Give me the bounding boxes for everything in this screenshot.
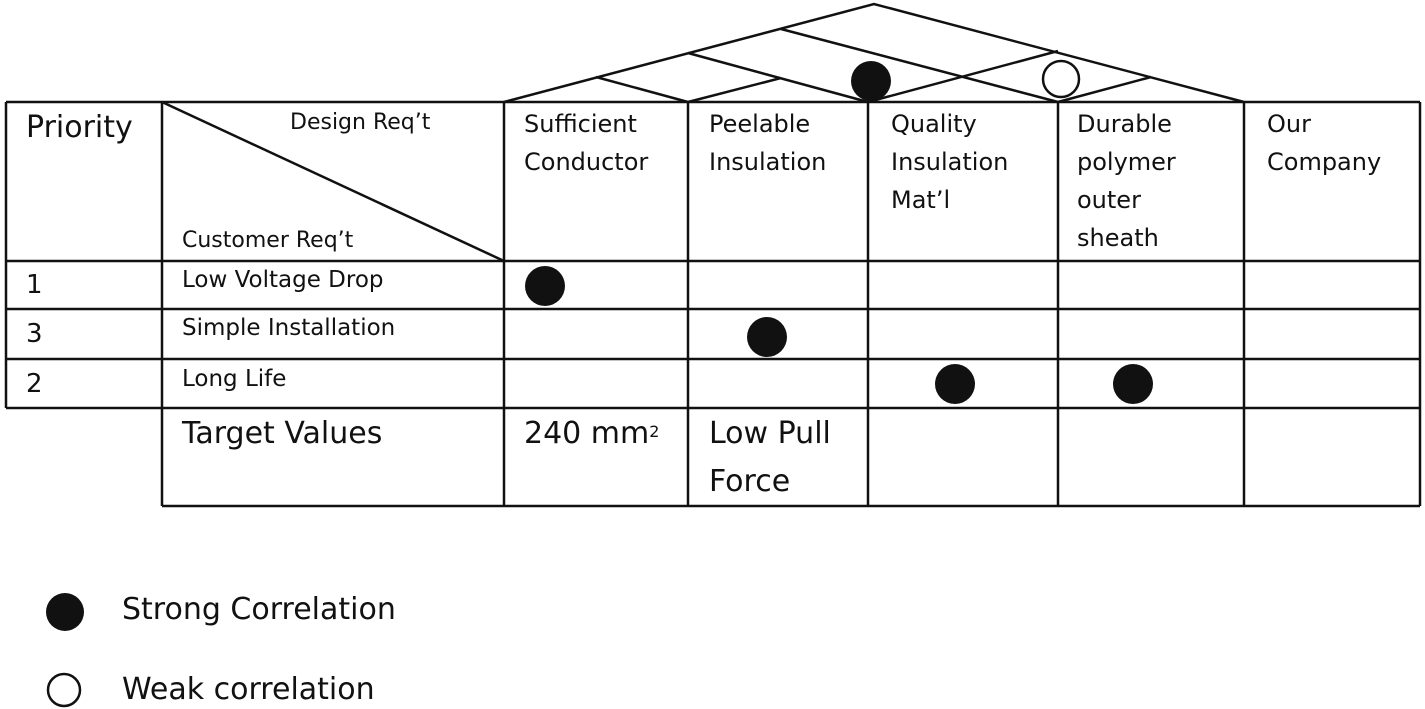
matrix-strong-mark	[935, 364, 975, 404]
matrix-strong-mark	[525, 266, 565, 306]
correlation-marks	[525, 59, 1153, 404]
design-column-header: Sufficient Conductor	[524, 110, 649, 176]
correlation-roof	[503, 2, 1245, 104]
roof-line	[780, 27, 1059, 104]
roof-line	[687, 76, 782, 104]
strong-correlation-symbol-icon	[46, 593, 84, 631]
roof-line	[1057, 75, 1152, 104]
roof-line	[867, 49, 1059, 104]
legend-strong-label: Strong Correlation	[122, 592, 396, 627]
row-priority: 3	[26, 319, 43, 349]
target-value-conductor: 240 mm2	[524, 416, 660, 451]
weak-correlation-symbol-icon	[46, 672, 82, 708]
target-values-label: Target Values	[182, 416, 383, 451]
matrix-strong-mark	[747, 317, 787, 357]
matrix-strong-mark	[1113, 364, 1153, 404]
roof-strong-mark	[851, 61, 891, 101]
priority-header: Priority	[26, 110, 133, 145]
design-column-header: Quality Insulation Mat’l	[891, 110, 1009, 214]
corner-diagonal	[161, 100, 505, 263]
customer-requirement: Simple Installation	[182, 315, 396, 341]
customer-req-header: Customer Req’t	[182, 228, 354, 253]
design-column-header: Durable polymer outer sheath	[1077, 110, 1176, 252]
table-lines	[4, 100, 1422, 508]
customer-requirement: Long Life	[182, 366, 287, 392]
row-priority: 2	[26, 369, 43, 399]
design-column-header: Peelable Insulation	[709, 110, 827, 176]
roof-weak-mark	[1041, 59, 1081, 99]
legend-weak-label: Weak correlation	[122, 672, 375, 707]
target-value-insulation: Low Pull Force	[709, 416, 831, 499]
design-column-header: Our Company	[1267, 110, 1382, 176]
roof-line	[595, 75, 689, 104]
row-priority: 1	[26, 270, 43, 300]
customer-requirement: Low Voltage Drop	[182, 267, 384, 293]
design-req-header: Design Req’t	[290, 110, 431, 135]
roof-outline	[503, 2, 1245, 104]
